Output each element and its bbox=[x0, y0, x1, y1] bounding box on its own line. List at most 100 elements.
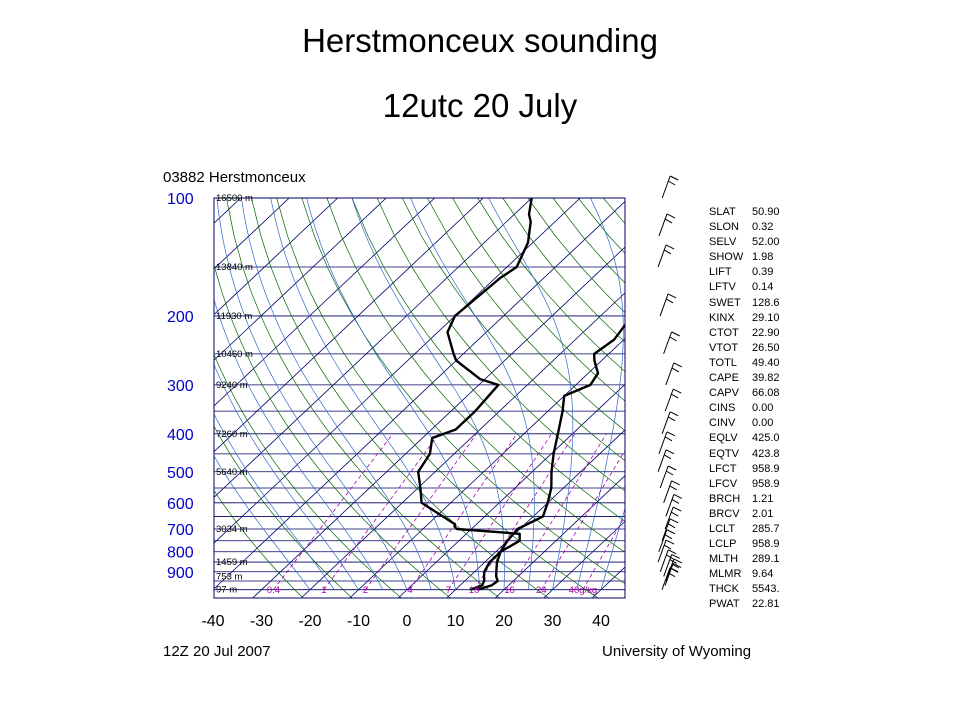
wind-barb-flag bbox=[671, 553, 680, 559]
wind-barb-staff bbox=[664, 506, 674, 530]
index-value: 26.50 bbox=[752, 341, 780, 354]
moist-adiabat-line bbox=[241, 198, 432, 590]
wind-barb-flag bbox=[665, 470, 674, 476]
x-tick-label: 0 bbox=[403, 613, 412, 630]
wind-barb bbox=[658, 431, 676, 455]
wind-barb-flag bbox=[665, 554, 674, 560]
wind-barb-flag bbox=[665, 539, 675, 545]
wind-barb-flag bbox=[664, 436, 673, 442]
dry-adiabat-line bbox=[477, 198, 625, 373]
mixing-ratio-line bbox=[540, 449, 625, 590]
wind-barbs bbox=[657, 175, 683, 590]
wind-barb-staff bbox=[663, 554, 673, 577]
wind-barb bbox=[663, 331, 680, 355]
x-tick-label: -30 bbox=[250, 613, 273, 630]
index-value: 0.00 bbox=[752, 402, 774, 415]
index-row: SLAT 50.90 bbox=[709, 205, 780, 220]
mixing-ratio-label: 0.4 bbox=[267, 585, 280, 596]
index-row: LCLP 958.9 bbox=[709, 537, 780, 552]
index-value: 29.10 bbox=[752, 311, 780, 324]
index-row: PWAT 22.81 bbox=[709, 597, 780, 612]
index-row: EQLV 425.0 bbox=[709, 431, 780, 446]
moist-adiabat-line bbox=[351, 198, 505, 590]
moist-adiabat-line bbox=[214, 363, 359, 590]
moist-adiabat-line bbox=[214, 413, 335, 590]
isotherm-line bbox=[397, 383, 625, 598]
mixing-ratio-line bbox=[323, 433, 440, 590]
wind-barb-flag bbox=[671, 367, 680, 373]
index-value: 2.01 bbox=[752, 507, 774, 520]
wind-barb-flag bbox=[663, 544, 672, 550]
wind-barb-flag bbox=[673, 362, 683, 368]
index-row: CTOT 22.90 bbox=[709, 326, 780, 341]
moist-adiabat-line bbox=[576, 198, 624, 590]
index-key: LCLP bbox=[709, 538, 737, 551]
mixing-ratio-line bbox=[509, 433, 607, 590]
wind-barb bbox=[657, 449, 675, 472]
wind-barb-flag bbox=[670, 567, 679, 573]
wind-barb-staff bbox=[658, 213, 668, 237]
dewpoint-profile bbox=[417, 198, 533, 591]
wind-barb bbox=[661, 518, 679, 541]
wind-barb bbox=[664, 562, 682, 586]
mixing-ratio-label: 2 bbox=[363, 585, 368, 596]
wind-barb bbox=[659, 549, 677, 572]
index-value: 49.40 bbox=[752, 356, 780, 369]
wind-barb-flag bbox=[671, 480, 680, 486]
wind-barb bbox=[665, 362, 683, 386]
height-label: 10460 m bbox=[216, 349, 253, 360]
index-row: LFCV 958.9 bbox=[709, 477, 780, 492]
mixing-ratio-label: 1 bbox=[321, 585, 326, 596]
mixing-ratio-line bbox=[448, 433, 552, 590]
grid-lines bbox=[214, 198, 625, 598]
height-label: 16500 m bbox=[216, 193, 253, 204]
isotherm-line bbox=[214, 198, 532, 498]
index-row: KINX 29.10 bbox=[709, 311, 780, 326]
index-value: 66.08 bbox=[752, 387, 780, 400]
index-value: 285.7 bbox=[752, 522, 780, 535]
plot-frame bbox=[213, 197, 626, 599]
y-tick-label: 400 bbox=[167, 427, 194, 444]
index-key: MLTH bbox=[709, 553, 739, 566]
wind-barb-staff bbox=[664, 388, 674, 412]
index-value: 958.9 bbox=[752, 538, 780, 551]
index-key: CTOT bbox=[709, 326, 739, 339]
wind-barb-staff bbox=[658, 529, 668, 552]
wind-barb-flag bbox=[664, 534, 673, 540]
dry-adiabat-line bbox=[214, 489, 304, 598]
wind-barb bbox=[659, 465, 677, 489]
wind-barb bbox=[658, 529, 676, 552]
wind-barb-flag bbox=[668, 549, 677, 555]
x-tick-label: 10 bbox=[447, 613, 465, 630]
height-label: 1459 m bbox=[216, 557, 248, 568]
isotherm-line bbox=[214, 198, 338, 316]
mixing-ratio-line bbox=[409, 433, 518, 590]
wind-barb-flag bbox=[670, 393, 679, 399]
wind-barb-staff bbox=[658, 431, 668, 455]
index-value: 0.32 bbox=[752, 221, 774, 234]
index-key: CAPE bbox=[709, 372, 739, 385]
index-key: SHOW bbox=[709, 251, 744, 264]
temperature-profile bbox=[476, 322, 625, 591]
index-key: MLMR bbox=[709, 568, 742, 581]
wind-barb-flag bbox=[665, 449, 675, 455]
dry-adiabat-line bbox=[214, 425, 353, 598]
moist-adiabat-line bbox=[214, 455, 311, 590]
wind-barb-flag bbox=[666, 431, 676, 437]
mixing-ratio-line bbox=[273, 433, 394, 590]
wind-barb bbox=[657, 244, 675, 268]
mixing-ratio-label: 7 bbox=[446, 585, 451, 596]
index-key: BRCH bbox=[709, 492, 741, 505]
index-key: CAPV bbox=[709, 387, 739, 400]
index-row: SLON 0.32 bbox=[709, 220, 780, 235]
height-label: 3034 m bbox=[216, 524, 248, 535]
index-value: 22.81 bbox=[752, 598, 780, 611]
height-label: 753 m bbox=[216, 571, 242, 582]
index-key: LIFT bbox=[709, 266, 732, 279]
footer-source: University of Wyoming bbox=[602, 643, 751, 660]
wind-barb-flag bbox=[667, 523, 676, 529]
dry-adiabat-line bbox=[376, 198, 625, 492]
wind-barb bbox=[664, 388, 682, 412]
index-key: SLON bbox=[709, 221, 739, 234]
index-value: 128.6 bbox=[752, 296, 780, 309]
